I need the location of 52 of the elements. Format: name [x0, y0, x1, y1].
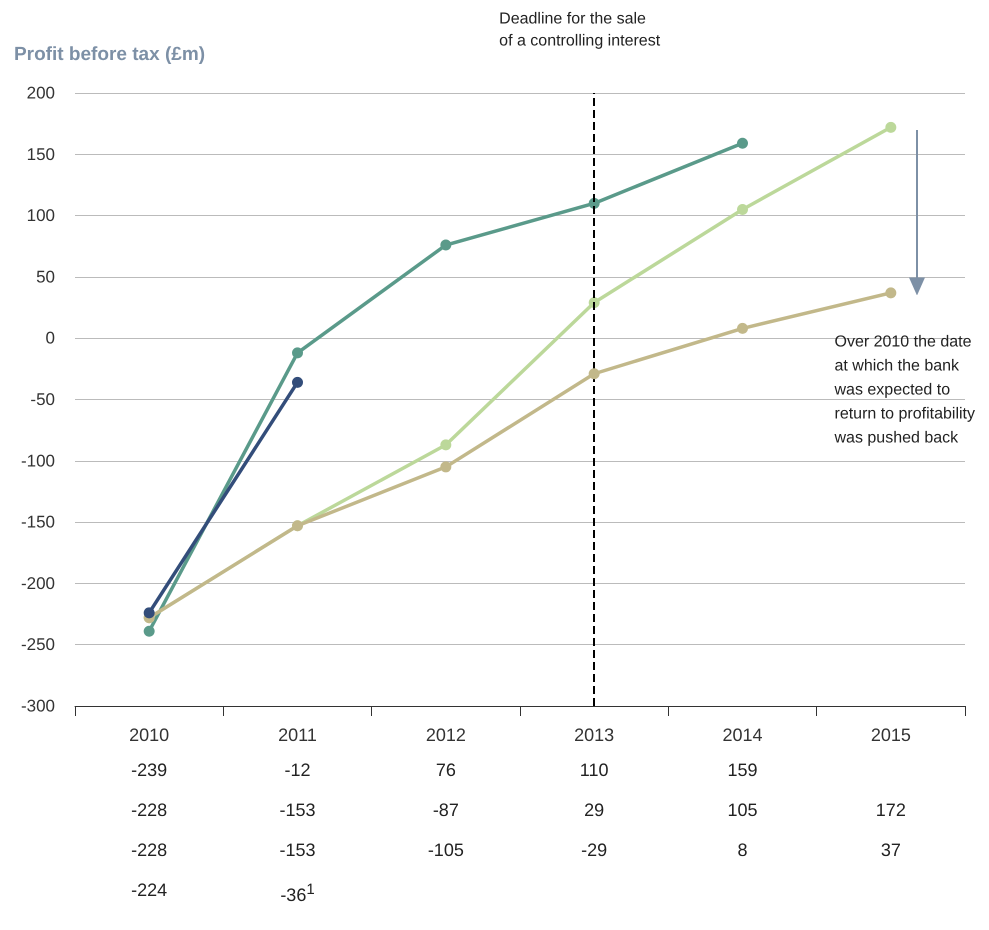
data-label: 159 [726, 759, 759, 781]
point [440, 439, 452, 450]
point [440, 461, 452, 472]
point [737, 138, 748, 149]
data-label: 172 [874, 799, 907, 821]
data-label: 29 [583, 799, 606, 821]
data-label: 8 [736, 839, 748, 861]
y-axis-title: Profit before tax (£m) [14, 44, 206, 65]
ref-line-label: Deadline for the sale of a controlling interest [499, 10, 661, 50]
y-tick-label: 150 [26, 144, 55, 164]
data-label: 105 [726, 799, 759, 821]
data-label: -105 [426, 839, 465, 861]
y-tick-label: 100 [26, 206, 55, 226]
data-label: -12 [283, 759, 312, 781]
data-label: 37 [880, 839, 902, 861]
point [737, 322, 748, 334]
y-tick-label: -250 [20, 635, 55, 654]
y-tick-label: -50 [30, 390, 55, 409]
data-label: -153 [278, 799, 317, 821]
x-tick-label: 2011 [278, 725, 317, 745]
point [292, 347, 303, 358]
y-tick-label: -200 [20, 574, 55, 593]
x-tick-label: 2014 [722, 725, 763, 745]
data-label: -224 [130, 879, 168, 901]
y-tick-label: -150 [20, 512, 55, 532]
data-label: -36$^{1}$ [279, 880, 316, 906]
y-tick-label: -100 [20, 451, 55, 470]
y-tick-label: 200 [26, 84, 55, 102]
data-label: -29 [580, 839, 608, 861]
y-tick-label: -300 [20, 696, 55, 716]
y-tick-label: 0 [46, 328, 55, 348]
data-label: -228 [130, 799, 168, 821]
data-label: -153 [278, 839, 317, 861]
x-tick-label: 2013 [574, 725, 614, 745]
point [885, 122, 896, 133]
data-label: -239 [130, 759, 168, 781]
point [737, 204, 748, 215]
data-label: -228 [130, 839, 168, 861]
point [588, 368, 600, 380]
data-label: 76 [434, 759, 457, 781]
y-tick-label: 50 [36, 267, 55, 286]
data-label: -87 [432, 799, 460, 821]
point [440, 240, 452, 251]
x-tick-label: 2015 [870, 725, 911, 745]
annotation: Over 2010 the date at which the bank was expected to return to profitability was pushed back [833, 334, 976, 447]
data-label: 110 [578, 759, 610, 781]
x-tick-label: 2010 [129, 725, 170, 745]
point [144, 607, 155, 618]
point [292, 376, 303, 388]
point [144, 626, 155, 637]
point [885, 287, 896, 298]
x-tick-label: 2012 [426, 725, 466, 745]
